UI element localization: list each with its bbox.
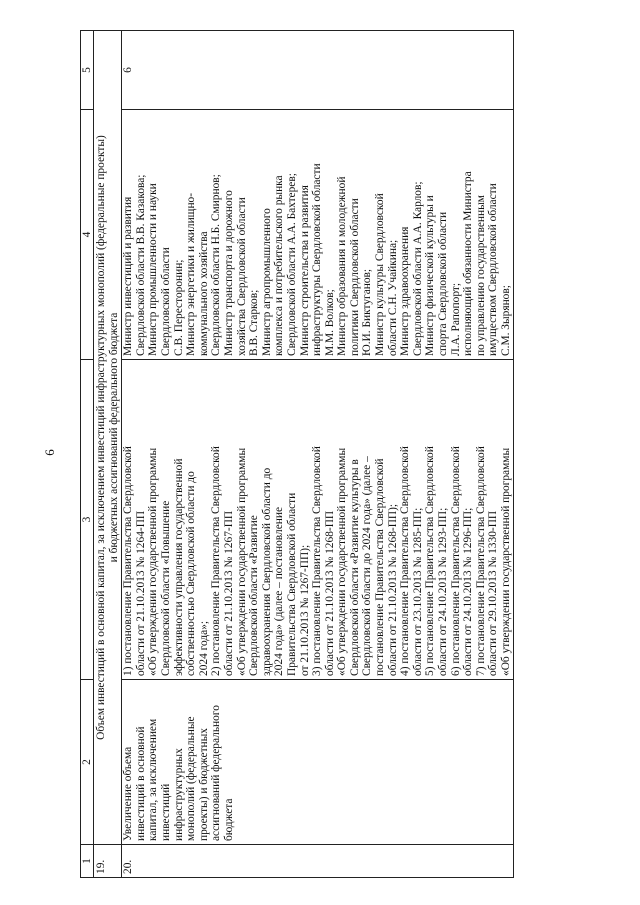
row-number: 20. <box>121 844 514 878</box>
text-line: области от 21.10.2013 № 1264-ПП <box>134 510 147 676</box>
text-line: 3) постановление Правительства Свердловс… <box>311 446 324 676</box>
text-line: области от 23.10.2013 № 1285-ПП; <box>411 507 424 676</box>
text-line: здравоохранения Свердловской области до <box>260 467 273 676</box>
page-number: 6 <box>42 449 57 456</box>
text-line: Свердловской области до 2024 года» (дале… <box>361 456 374 676</box>
text-line: Министр энергетики и жилищно- <box>185 192 198 356</box>
text-line: имуществом Свердловской области <box>487 183 500 356</box>
header-col-1: 1 <box>80 844 94 878</box>
text-line: Министр физической культуры и <box>424 195 437 356</box>
text-line: области от 21.10.2013 № 1267-ПП <box>222 510 235 676</box>
text-line: «Об утверждении государственной программ… <box>500 447 512 676</box>
text-line: инфраструктурных <box>172 748 185 841</box>
header-col-2: 2 <box>80 679 94 845</box>
text-line: Свердловской области Н.Б. Смирнов; <box>210 174 223 356</box>
text-line: Министр промышленности и науки <box>147 183 160 356</box>
text-line: Свердловской области А.А. Бахтерев; <box>285 173 298 356</box>
text-line: области С.Н. Учайкина; <box>386 239 399 356</box>
text-line: Свердловской области В.В. Казакова; <box>134 174 147 356</box>
text-line: хозяйства Свердловской области <box>235 197 248 356</box>
text-line: постановление Правительства Свердловской <box>374 458 387 676</box>
header-col-3: 3 <box>80 359 94 680</box>
column-number-row: 1 2 3 4 5 <box>80 30 94 878</box>
text-line: политики Свердловской области <box>348 198 361 356</box>
row-number: 19. <box>93 844 122 878</box>
text-line: области от 21.10.2013 № 1268-ПП <box>323 510 336 676</box>
text-line: Министр здравоохранения <box>399 226 412 356</box>
text-line: 2024 года»; <box>197 620 210 676</box>
text-line: 4) постановление Правительства Свердловс… <box>399 446 412 676</box>
text-line: С.М. Зырянов; <box>500 285 512 356</box>
document-table: 1 2 3 4 5 19. Объем инвестиций в основно… <box>80 30 514 878</box>
text-line: спорта Свердловской области <box>437 211 450 356</box>
section-title: Объем инвестиций в основной капитал, за … <box>93 30 122 845</box>
text-line: Ю.И. Биктуганов; <box>361 268 374 356</box>
text-line: инвестиций в основной <box>134 726 147 841</box>
text-line: В.В. Старков; <box>248 289 261 356</box>
header-col-4: 4 <box>80 109 94 360</box>
text-line: 7) постановление Правительства Свердловс… <box>474 446 487 676</box>
text-line: Свердловской области «Повышение <box>159 500 172 676</box>
text-line: капитал, за исключением <box>147 718 160 841</box>
text-line: «Об утверждении государственной программ… <box>336 447 349 676</box>
text-line: области от 29.10.2013 № 1330-ПП <box>487 510 500 676</box>
header-col-5: 5 <box>80 30 94 110</box>
text-line: С.В. Пересторонин; <box>172 259 185 356</box>
section-title-line: и бюджетных ассигнований федерального бю… <box>107 312 120 563</box>
text-line: области от 24.10.2013 № 1293-ПП; <box>437 507 450 676</box>
text-line: Л.А. Рапопорт; <box>449 282 462 356</box>
text-line: «Об утверждении государственной программ… <box>235 447 248 676</box>
text-line: эффективности управления государственной <box>172 458 185 676</box>
table-row-19: 19. Объем инвестиций в основной капитал,… <box>93 30 122 878</box>
text-line: от 21.10.2013 № 1267-ПП); <box>298 544 311 676</box>
text-line: 1) постановление Правительства Свердловс… <box>122 446 135 676</box>
text-line: ассигнований федерального <box>210 705 223 841</box>
text-line: Увеличение объема <box>122 746 135 841</box>
text-line: инфраструктуры Свердловской области <box>311 163 324 356</box>
text-line: Свердловской области «Развитие <box>248 515 261 676</box>
text-line: области от 24.10.2013 № 1296-ПП; <box>462 507 475 676</box>
text-line: по управлению государственным <box>474 195 487 356</box>
text-line: «Об утверждении государственной программ… <box>147 447 160 676</box>
text-line: Министр агропромышленного <box>260 208 273 356</box>
text-line: 5) постановление Правительства Свердловс… <box>424 446 437 676</box>
text-line: Министр инвестиций и развития <box>122 196 135 356</box>
col5-cell: 6 <box>121 30 514 110</box>
text-line: комплекса и потребительского рынка <box>273 175 286 356</box>
text-line: Свердловской области А.А. Карлов; <box>411 181 424 356</box>
text-line: коммунального хозяйства <box>197 231 210 356</box>
text-line: Свердловской области «Развитие культуры … <box>348 459 361 676</box>
text-line: 6) постановление Правительства Свердловс… <box>449 446 462 676</box>
text-line: Правительства Свердловской области <box>285 492 298 676</box>
indicator-cell: Увеличение объема инвестиций в основной ка… <box>121 679 514 845</box>
text-line: М.М. Волков; <box>323 289 336 356</box>
text-line: инвестиций <box>159 783 172 841</box>
text-line: проекты) и бюджетных <box>197 728 210 841</box>
text-line: собственностью Свердловской области до <box>185 471 198 676</box>
text-line: Свердловской области <box>159 247 172 356</box>
text-line: исполняющий обязанности Министра <box>462 171 475 356</box>
text-line: области от 21.10.2013 № 1268-ПП); <box>386 503 399 676</box>
text-line: Министр транспорта и дорожного <box>222 190 235 356</box>
documents-cell: 1) постановление Правительства Свердловс… <box>121 359 514 680</box>
text-line: 2024 года» (далее – постановление <box>273 506 286 676</box>
text-line: монополий (федеральные <box>185 716 198 841</box>
text-line: Министр образования и молодежной <box>336 176 349 356</box>
responsible-cell: Министр инвестиций и развития Свердловско… <box>121 109 514 360</box>
text-line: Министр строительства и развития <box>298 185 311 356</box>
text-line: Министр культуры Свердловской <box>374 193 387 356</box>
table-row-20: 20. Увеличение объема инвестиций в основн… <box>121 30 514 878</box>
section-title-line: Объем инвестиций в основной капитал, за … <box>95 135 107 740</box>
text-line: бюджета <box>222 798 235 841</box>
text-line: 2) постановление Правительства Свердловс… <box>210 446 223 676</box>
